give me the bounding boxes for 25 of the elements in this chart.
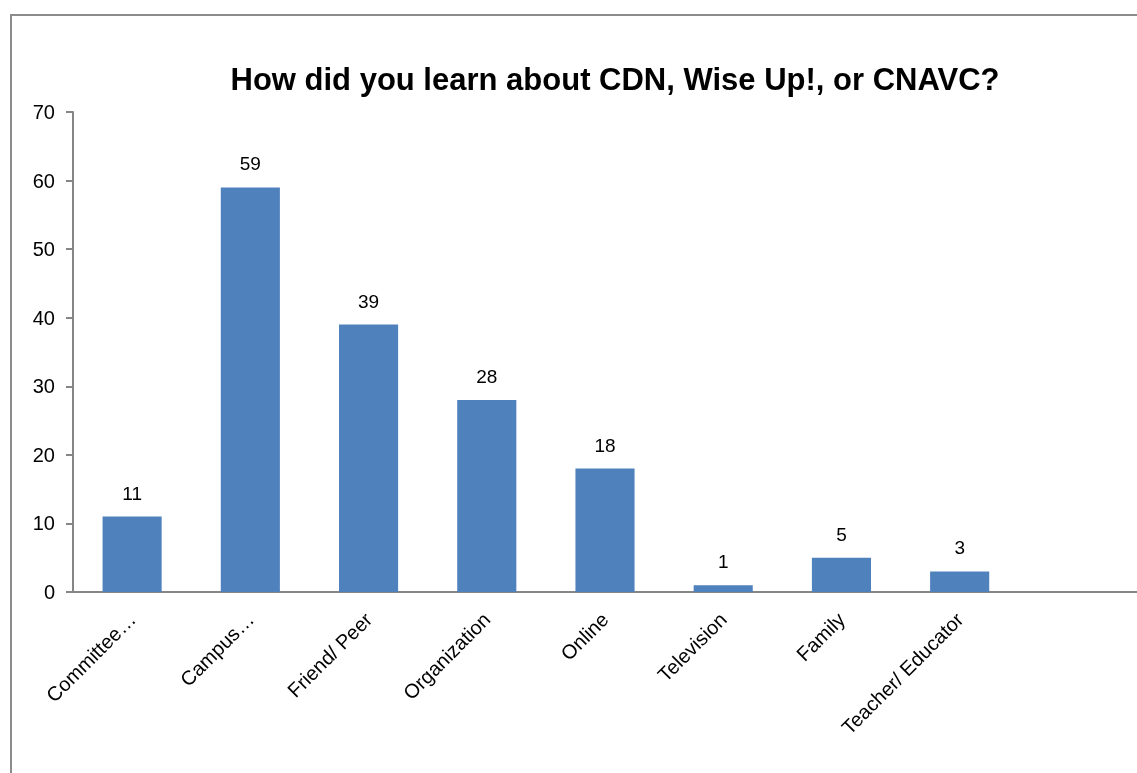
data-label: 59: [239, 153, 261, 175]
y-tick-label: 30: [32, 375, 55, 398]
bar: [102, 516, 162, 592]
bar: [811, 557, 871, 592]
bar: [575, 468, 635, 592]
data-label: 11: [122, 482, 142, 504]
bar: [457, 400, 517, 592]
y-tick-label: 0: [43, 581, 55, 603]
y-tick-label: 60: [32, 169, 55, 192]
y-tick-label: 50: [32, 238, 55, 261]
data-label: 28: [476, 366, 498, 387]
bar: [930, 571, 990, 592]
bar: [693, 585, 753, 592]
data-label: 39: [357, 290, 380, 312]
chart-title: How did you learn about CDN, Wise Up!, or CNAVC?: [230, 62, 1000, 97]
y-tick-label: 20: [32, 443, 55, 466]
data-label: 3: [954, 537, 965, 559]
data-label: 1: [717, 551, 729, 573]
y-tick-label: 10: [32, 512, 55, 535]
y-tick-label: 70: [32, 101, 55, 123]
bar: [339, 324, 399, 592]
data-label: 5: [836, 523, 847, 545]
bar: [220, 187, 280, 592]
y-tick-label: 40: [32, 306, 55, 329]
data-label: 18: [594, 434, 616, 456]
